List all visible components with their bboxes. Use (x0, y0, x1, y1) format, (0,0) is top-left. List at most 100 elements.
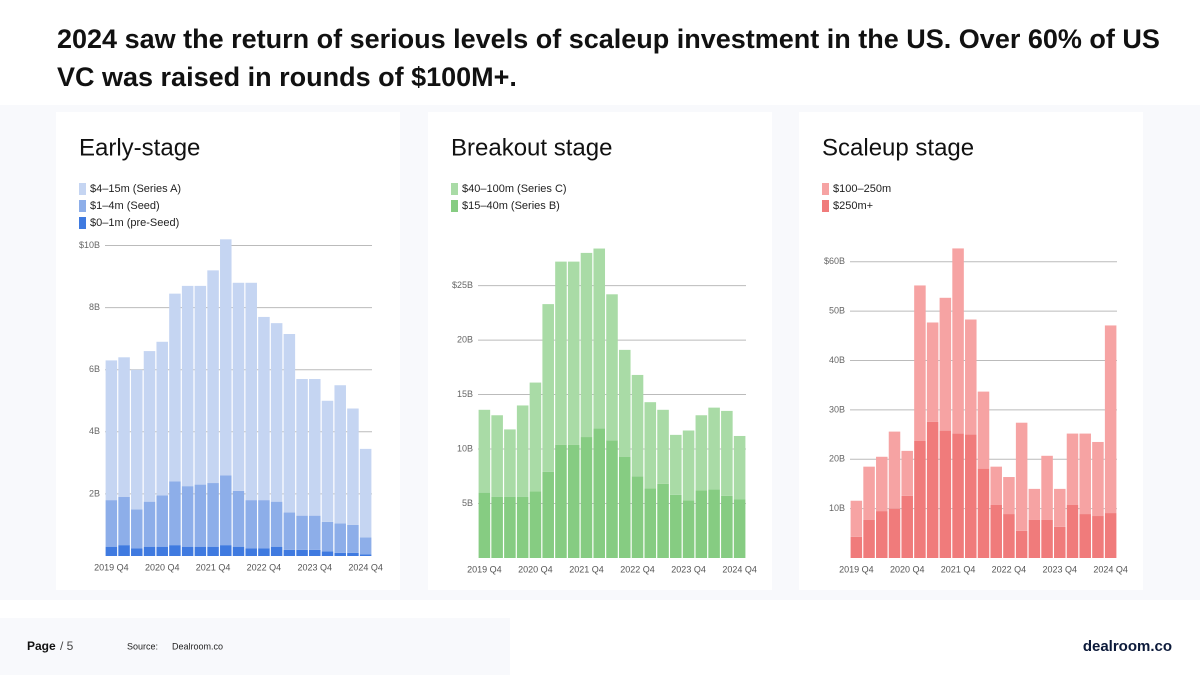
bar-segment (1104, 325, 1117, 514)
bar-segment (181, 285, 194, 487)
y-tick-label: $25B (452, 280, 473, 290)
bar-segment (359, 448, 372, 538)
bar-segment (478, 409, 491, 493)
bar-segment (708, 489, 720, 558)
bar-segment (876, 511, 888, 558)
legend-label: $100–250m (833, 183, 891, 195)
y-tick-label: 8B (89, 302, 100, 312)
bar-segment (245, 500, 257, 549)
legend-swatch (79, 200, 86, 212)
bar-segment (708, 407, 720, 490)
bar-segment (169, 293, 181, 482)
x-tick-label: 2023 Q4 (1043, 564, 1078, 574)
bar-segment (181, 546, 194, 556)
chart-title: Early-stage (79, 134, 200, 161)
bar-segment (580, 252, 593, 438)
x-tick-label: 2023 Q4 (298, 562, 333, 572)
y-tick-label: 50B (829, 306, 845, 316)
y-tick-label: 6B (89, 364, 100, 374)
bar-segment (901, 450, 913, 496)
source: Dealroom.co (172, 641, 223, 651)
y-tick-label: 4B (89, 426, 100, 436)
bar-segment (245, 548, 257, 556)
bar-segment (990, 466, 1002, 505)
x-tick-label: 2021 Q4 (196, 562, 231, 572)
bar-segment (1054, 526, 1066, 558)
bar-segment (504, 496, 516, 558)
bar-segment (567, 444, 580, 558)
bar-segment (695, 415, 708, 491)
bar-segment (516, 496, 529, 558)
logo: dealroom.co (1083, 638, 1172, 655)
bar-segment (321, 400, 334, 522)
bar-segment (555, 261, 567, 445)
footer-background (0, 618, 510, 675)
bar-segment (606, 294, 618, 441)
bar-segment (194, 285, 207, 485)
bar-segment (939, 430, 952, 558)
bar-segment (296, 515, 308, 550)
bar-segment (952, 248, 964, 434)
bar-segment (926, 322, 939, 422)
y-tick-label: 5B (462, 498, 473, 508)
bar-segment (888, 431, 901, 509)
bar-segment (334, 552, 346, 556)
bar-segment (631, 374, 644, 477)
bar-segment (258, 500, 270, 549)
bar-segment (283, 334, 296, 513)
bar-segment (232, 490, 245, 547)
page-label: Page (27, 639, 56, 653)
bar-segment (1003, 514, 1015, 558)
bar-segment (258, 316, 270, 501)
bar-segment (1054, 488, 1066, 527)
bar-segment (593, 428, 606, 558)
bar-segment (309, 379, 321, 516)
bar-segment (169, 545, 181, 556)
x-tick-label: 2020 Q4 (890, 564, 925, 574)
x-tick-label: 2019 Q4 (839, 564, 874, 574)
bar-segment (491, 415, 503, 497)
bar-segment (618, 349, 631, 457)
bar-segment (194, 484, 207, 547)
bar-segment (863, 519, 875, 558)
bar-segment (850, 500, 863, 537)
x-tick-label: 2024 Q4 (722, 564, 757, 574)
bar-segment (504, 429, 516, 497)
y-tick-label: 10B (829, 503, 845, 513)
y-tick-label: 20B (829, 454, 845, 464)
bar-segment (283, 549, 296, 556)
bar-segment (156, 546, 168, 556)
bar-segment (631, 476, 644, 558)
bar-segment (1092, 441, 1104, 517)
bar-segment (542, 471, 554, 558)
bar-segment (347, 552, 359, 556)
bar-segment (270, 546, 283, 556)
y-tick-label: $60B (824, 256, 845, 266)
x-tick-label: 2020 Q4 (145, 562, 180, 572)
bar-segment (542, 304, 554, 472)
bar-segment (105, 546, 118, 556)
bar-segment (1028, 488, 1041, 520)
bar-segment (296, 379, 308, 516)
x-tick-label: 2020 Q4 (518, 564, 553, 574)
bar-segment (721, 495, 733, 558)
bar-segment (347, 524, 359, 553)
page-number: / 5 (60, 639, 74, 653)
bar-segment (359, 537, 372, 555)
bar-segment (682, 500, 695, 558)
x-tick-label: 2022 Q4 (247, 562, 282, 572)
bar-segment (143, 501, 156, 547)
page-title: 2024 saw the return of serious levels of… (57, 24, 1160, 92)
x-tick-label: 2021 Q4 (569, 564, 604, 574)
bar-segment (1066, 433, 1079, 505)
bar-segment (245, 282, 257, 501)
bar-segment (347, 408, 359, 525)
bar-segment (131, 369, 143, 510)
bar-segment (258, 548, 270, 556)
x-tick-label: 2019 Q4 (94, 562, 129, 572)
bar-segment (914, 285, 926, 441)
bar-segment (926, 421, 939, 558)
y-tick-label: 20B (457, 334, 473, 344)
x-tick-label: 2022 Q4 (620, 564, 655, 574)
bar-segment (156, 495, 168, 547)
